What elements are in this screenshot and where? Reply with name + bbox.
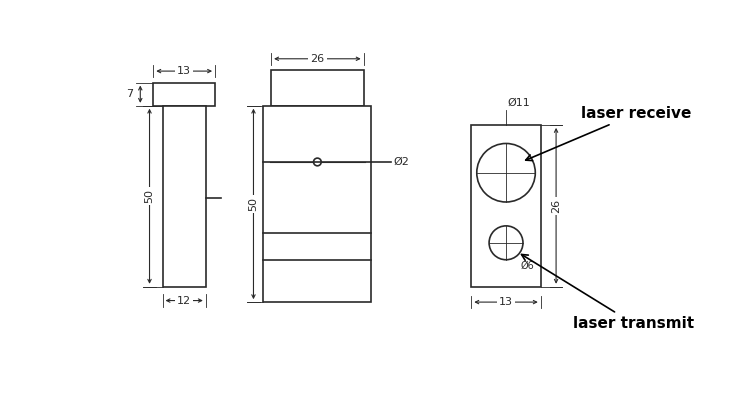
Bar	[272, 70, 364, 106]
Text: Ø11: Ø11	[508, 98, 530, 108]
Text: laser transmit: laser transmit	[521, 254, 694, 331]
Bar	[263, 106, 371, 302]
Text: 50: 50	[145, 189, 154, 203]
Text: 26: 26	[310, 54, 325, 64]
Bar	[472, 125, 541, 287]
Text: 13: 13	[177, 66, 191, 76]
Text: 26: 26	[551, 199, 561, 213]
Text: 50: 50	[248, 197, 259, 211]
Text: laser receive: laser receive	[526, 106, 691, 160]
Bar	[163, 106, 206, 287]
Text: 7: 7	[126, 89, 134, 99]
Bar	[153, 83, 215, 106]
Text: 13: 13	[499, 297, 513, 307]
Text: Ø2: Ø2	[394, 157, 410, 167]
Text: Ø6: Ø6	[520, 261, 535, 271]
Text: 12: 12	[177, 296, 191, 306]
